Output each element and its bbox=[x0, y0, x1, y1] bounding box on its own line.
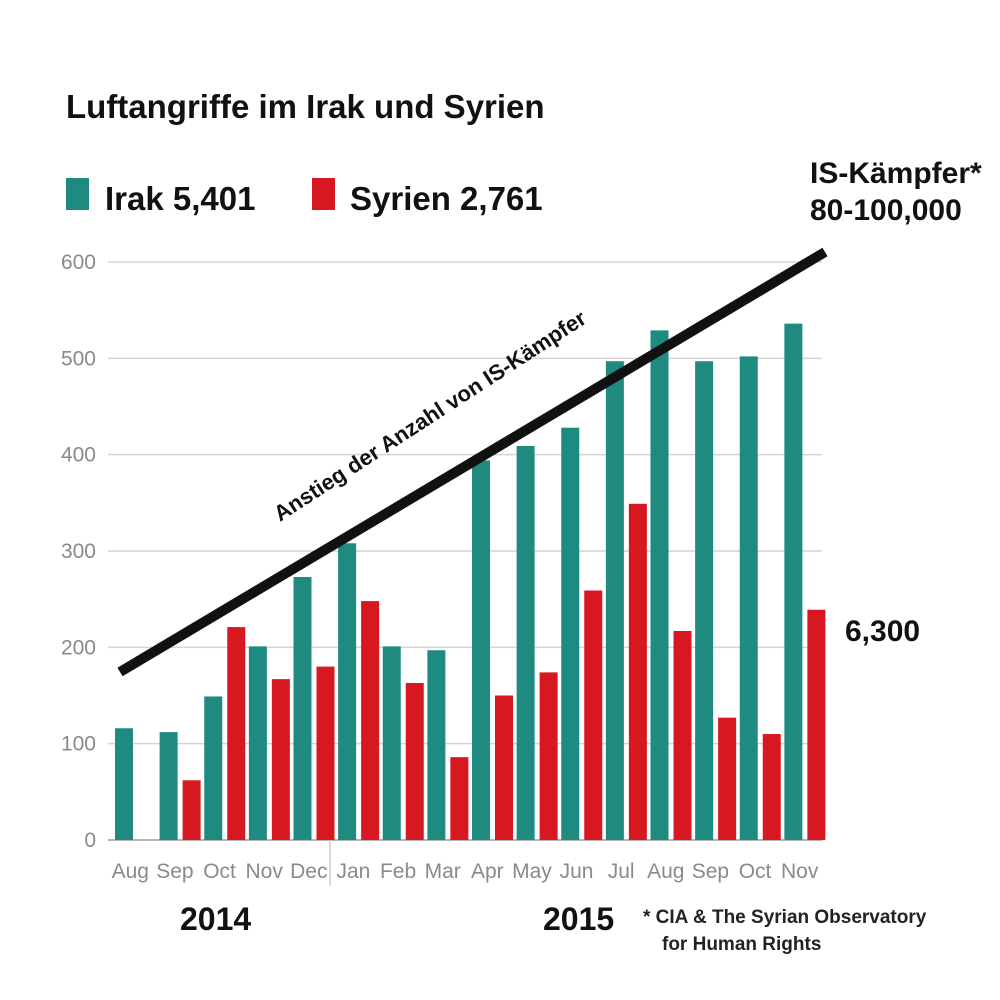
bars-layer: Aug Sep Oct Nov Dec Jan Feb Mar Apr May Jun Jul Aug S… bbox=[112, 323, 826, 883]
trend-line bbox=[117, 247, 828, 677]
bar-syrien-6 bbox=[361, 601, 380, 840]
bar-irak-5 bbox=[293, 577, 312, 840]
chart-title: Luftangriffe im Irak und Syrien bbox=[66, 88, 545, 125]
y-tick-label: 0 bbox=[84, 829, 96, 852]
bar-irak-2 bbox=[159, 732, 178, 840]
x-tick-label: Jun bbox=[560, 860, 594, 883]
bar-irak-7 bbox=[382, 646, 401, 840]
bar-irak-11 bbox=[561, 427, 580, 840]
bar-syrien-14 bbox=[718, 717, 737, 840]
legend-label-syrien: Syrien 2,761 bbox=[350, 180, 543, 217]
bar-irak-12 bbox=[605, 361, 624, 840]
trend-end-label-line2: 80-100,000 bbox=[810, 194, 962, 227]
x-tick-label: Sep bbox=[692, 860, 729, 883]
bar-irak-10 bbox=[516, 445, 535, 840]
bar-syrien-13 bbox=[673, 630, 692, 840]
y-tick-label: 300 bbox=[61, 540, 96, 563]
bar-syrien-8 bbox=[450, 757, 469, 840]
bar-irak-14 bbox=[695, 361, 714, 840]
bar-irak-16 bbox=[784, 323, 803, 840]
bar-syrien-5 bbox=[316, 666, 335, 840]
bar-irak-3 bbox=[204, 696, 223, 840]
bar-irak-1 bbox=[115, 728, 133, 840]
x-tick-label: May bbox=[512, 860, 552, 883]
bar-irak-6 bbox=[338, 543, 357, 840]
x-tick-label: Sep bbox=[156, 860, 193, 883]
year-label-2014: 2014 bbox=[180, 901, 251, 937]
bar-syrien-2 bbox=[182, 780, 201, 840]
bar-syrien-4 bbox=[271, 679, 290, 840]
x-tick-label: Dec bbox=[290, 860, 327, 883]
bar-syrien-12 bbox=[628, 503, 647, 840]
footnote-line1: * CIA & The Syrian Observatory bbox=[643, 907, 927, 928]
bar-syrien-7 bbox=[405, 682, 424, 840]
x-tick-label: Oct bbox=[739, 860, 772, 883]
trend-start-value-label: 6,300 bbox=[845, 615, 920, 648]
bar-irak-9 bbox=[472, 460, 490, 840]
trend-end-label-line1: IS-Kämpfer* bbox=[810, 157, 982, 190]
bar-irak-15 bbox=[739, 356, 758, 840]
x-tick-label: Feb bbox=[380, 860, 416, 883]
bar-irak-13 bbox=[650, 330, 669, 840]
y-tick-label: 500 bbox=[61, 347, 96, 370]
x-tick-label: Nov bbox=[246, 860, 284, 883]
bar-syrien-15 bbox=[762, 734, 781, 840]
x-tick-label: Aug bbox=[112, 860, 149, 883]
year-label-2015: 2015 bbox=[543, 901, 614, 937]
x-tick-label: Jan bbox=[337, 860, 371, 883]
bar-syrien-16 bbox=[807, 609, 826, 840]
bar-syrien-10 bbox=[539, 672, 558, 840]
y-tick-label: 200 bbox=[61, 636, 96, 659]
y-tick-label: 600 bbox=[61, 251, 96, 274]
bar-syrien-9 bbox=[495, 695, 513, 840]
legend-swatch-irak bbox=[66, 178, 89, 210]
trend-layer bbox=[117, 247, 828, 677]
x-tick-label: Oct bbox=[203, 860, 236, 883]
x-tick-label: Jul bbox=[608, 860, 635, 883]
bar-irak-8 bbox=[427, 650, 446, 840]
x-tick-label: Mar bbox=[425, 860, 461, 883]
x-tick-label: Nov bbox=[781, 860, 819, 883]
legend-label-irak: Irak 5,401 bbox=[105, 180, 255, 217]
x-tick-label: Apr bbox=[471, 860, 504, 883]
bar-syrien-11 bbox=[584, 590, 603, 840]
footnote-line2: for Human Rights bbox=[662, 934, 821, 955]
bar-irak-4 bbox=[248, 646, 267, 840]
bar-syrien-3 bbox=[227, 627, 246, 840]
legend-swatch-syrien bbox=[312, 178, 335, 210]
y-tick-label: 100 bbox=[61, 733, 96, 756]
x-tick-label: Aug bbox=[647, 860, 684, 883]
y-tick-label: 400 bbox=[61, 444, 96, 467]
